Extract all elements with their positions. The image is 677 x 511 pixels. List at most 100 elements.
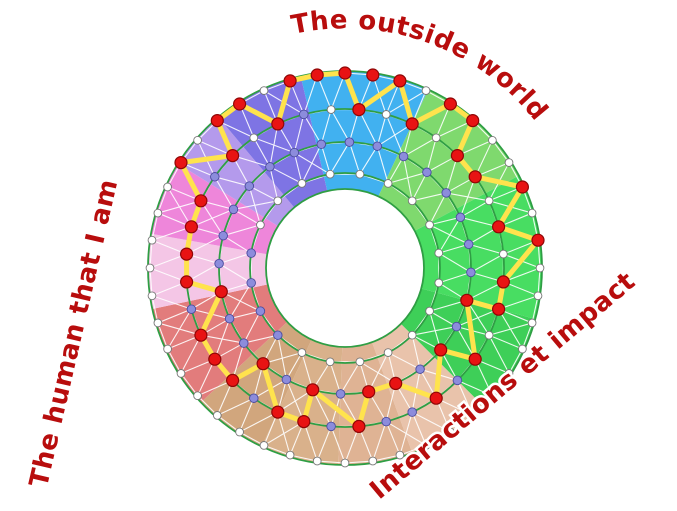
node-white — [504, 369, 514, 378]
node-red — [352, 419, 366, 433]
node-white — [163, 182, 172, 192]
node-white — [249, 133, 259, 143]
node-white — [235, 427, 244, 437]
node-red — [362, 385, 376, 399]
node-white — [147, 291, 157, 301]
node-purple — [273, 330, 283, 340]
node-red — [184, 220, 198, 234]
node-purple — [455, 212, 466, 223]
node-purple — [210, 172, 220, 182]
node-white — [273, 196, 283, 206]
node-white — [468, 411, 478, 420]
sector-magenta — [150, 163, 279, 255]
node-purple — [289, 147, 300, 158]
node-white — [504, 158, 514, 167]
node-purple — [381, 416, 391, 427]
node-white — [381, 110, 391, 119]
node-purple — [255, 306, 266, 316]
node-red — [210, 113, 224, 128]
node-white — [434, 278, 444, 288]
node-white — [395, 450, 405, 460]
node-purple — [441, 188, 451, 198]
node-white — [153, 208, 163, 218]
sector-tan — [261, 339, 343, 465]
node-white — [488, 391, 497, 401]
node-red — [180, 247, 194, 261]
yellow-highlight-path — [178, 70, 541, 429]
node-white — [407, 196, 417, 206]
node-red — [405, 117, 419, 131]
node-white — [145, 263, 155, 273]
node-purple — [463, 239, 474, 250]
node-purple — [244, 181, 255, 191]
node-white — [484, 196, 494, 206]
node-purple — [316, 139, 327, 150]
node-white — [297, 348, 307, 357]
node-red — [310, 68, 324, 82]
node-red — [515, 180, 530, 194]
node-white — [446, 427, 455, 437]
node-white — [355, 357, 365, 367]
node-purple — [246, 278, 256, 288]
node-white — [340, 458, 350, 468]
node-white — [425, 220, 434, 230]
node-red — [443, 97, 457, 111]
node-purple — [265, 162, 275, 172]
node-red — [214, 285, 228, 299]
node-purple — [415, 364, 425, 374]
node-white — [368, 456, 378, 466]
node-purple — [451, 321, 462, 332]
donut-hole — [265, 188, 425, 348]
node-white — [326, 105, 336, 114]
node-purple — [372, 141, 383, 151]
sector-salmon — [152, 284, 288, 403]
node-purple — [398, 151, 409, 162]
node-white — [325, 357, 335, 367]
node-red — [283, 74, 297, 88]
node-red — [297, 415, 311, 429]
node-purple — [407, 407, 417, 417]
node-red — [180, 275, 194, 289]
node-white — [421, 441, 431, 450]
node-white — [355, 169, 365, 179]
node-white — [425, 306, 434, 316]
node-purple — [422, 167, 432, 178]
node-red — [194, 328, 208, 342]
node-red — [429, 391, 443, 405]
node-purple — [228, 204, 239, 215]
node-red — [226, 149, 240, 163]
node-white — [256, 220, 265, 230]
node-red — [531, 233, 545, 247]
node-purple — [466, 267, 476, 278]
green-ring-circle — [249, 172, 441, 364]
node-purple — [452, 375, 463, 386]
node-purple — [335, 389, 346, 399]
node-white — [383, 179, 393, 188]
node-red — [450, 149, 464, 163]
node-white — [297, 179, 307, 188]
node-purple — [224, 313, 235, 324]
node-purple — [299, 109, 309, 120]
sector-pink-light — [148, 233, 268, 309]
node-red — [468, 170, 482, 184]
node-white — [421, 86, 431, 95]
node-red — [226, 373, 240, 387]
node-white — [431, 133, 441, 143]
node-purple — [186, 304, 197, 314]
node-white — [259, 441, 269, 450]
node-red — [434, 343, 448, 357]
node-red — [271, 117, 285, 131]
node-white — [285, 450, 295, 460]
node-white — [176, 369, 186, 378]
node-red — [492, 302, 506, 316]
node-red — [194, 194, 208, 208]
node-red — [256, 357, 270, 371]
node-white — [163, 344, 172, 354]
node-purple — [281, 374, 292, 385]
node-red — [393, 74, 407, 88]
node-white — [488, 135, 497, 145]
node-red — [174, 156, 188, 170]
node-white — [434, 248, 444, 258]
node-purple — [239, 338, 249, 348]
